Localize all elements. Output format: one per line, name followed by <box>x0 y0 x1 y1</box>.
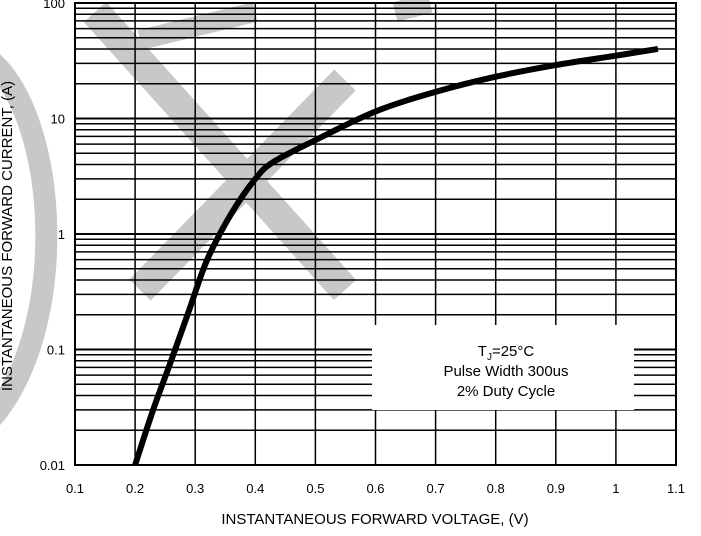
x-axis-title: INSTANTANEOUS FORWARD VOLTAGE, (V) <box>221 511 528 528</box>
curve-layer <box>132 45 659 466</box>
annotation-line-3: 2% Duty Cycle <box>457 383 555 400</box>
tick-labels: 0.1 0.2 0.3 0.4 0.5 0.6 0.7 0.8 0.9 1 1.10.010.111… <box>40 0 685 496</box>
watermark-band-1 <box>83 1 357 301</box>
x-tick-label: 0.8 <box>487 481 505 496</box>
x-tick-label: 0.6 <box>366 481 384 496</box>
annotation-t: T <box>478 343 487 360</box>
x-tick-label: 0.3 <box>186 481 204 496</box>
annotation-background <box>372 325 634 410</box>
watermark <box>0 0 433 426</box>
y-tick-label: 0.1 <box>47 343 65 358</box>
watermark-band-3 <box>137 2 258 50</box>
annotation-temperature: =25°C <box>492 343 534 360</box>
y-axis-title: INSTANTANEOUS FORWARD CURRENT, (A) <box>0 81 16 391</box>
watermark-band-2 <box>129 69 356 301</box>
annotation-box: TJ=25°C Pulse Width 300us 2% Duty Cycle <box>372 325 634 410</box>
y-tick-label: 0.01 <box>40 458 65 473</box>
plot-frame <box>74 2 677 466</box>
x-tick-label: 0.9 <box>547 481 565 496</box>
x-tick-label: 0.4 <box>246 481 264 496</box>
x-tick-label: 0.1 <box>66 481 84 496</box>
x-tick-label: 0.7 <box>427 481 445 496</box>
y-tick-label: 1 <box>58 227 65 242</box>
y-tick-label: 10 <box>51 112 65 127</box>
x-tick-label: 1.1 <box>667 481 685 496</box>
forward-current-curve <box>132 45 659 466</box>
y-tick-label: 100 <box>43 0 65 11</box>
annotation-line-2: Pulse Width 300us <box>443 363 568 380</box>
x-tick-label: 0.2 <box>126 481 144 496</box>
x-tick-label: 1 <box>612 481 619 496</box>
annotation-line-1: TJ=25°C <box>478 343 535 363</box>
watermark-arc <box>0 54 58 426</box>
annotation-t-sub: J <box>487 352 492 363</box>
watermark-band-4 <box>392 0 433 22</box>
x-tick-label: 0.5 <box>306 481 324 496</box>
